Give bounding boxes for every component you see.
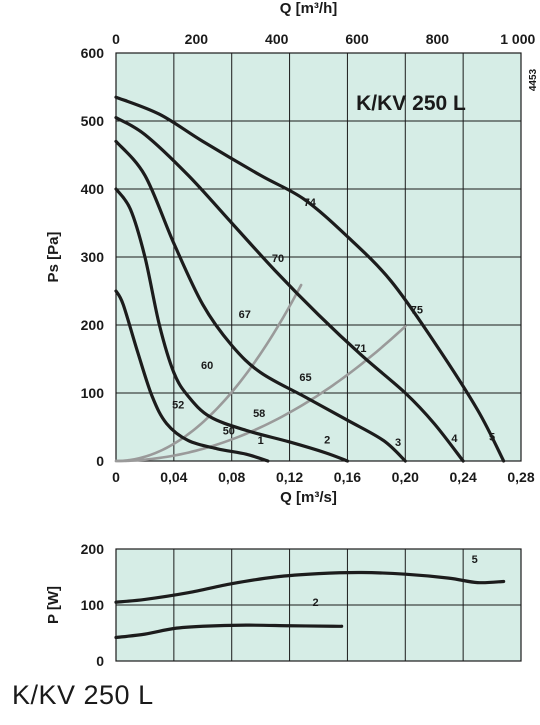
fan-curve-4	[114, 116, 465, 463]
curve-label: 50	[223, 425, 235, 437]
y-tick-label: 300	[81, 249, 105, 265]
fan-curve-2	[114, 187, 350, 463]
x-tick-label: 0,16	[334, 469, 361, 485]
curve-label: 52	[172, 400, 184, 412]
curve-label: 58	[253, 408, 265, 420]
curve-label: 70	[272, 253, 284, 265]
power-y-tick-label: 0	[96, 653, 104, 669]
x2-tick-label: 400	[265, 31, 289, 47]
power-y-tick-label: 100	[81, 597, 105, 613]
chart-title: K/KV 250 L	[356, 92, 466, 115]
y-tick-label: 200	[81, 317, 105, 333]
system-curve-75	[114, 325, 407, 463]
power-y-tick-label: 200	[81, 541, 105, 557]
footer-title: K/KV 250 L	[12, 680, 154, 710]
curve-label: 67	[239, 309, 251, 321]
y-tick-label: 600	[81, 45, 105, 61]
curve-label: 60	[201, 360, 213, 372]
curve-label: 2	[324, 434, 330, 446]
x2-tick-label: 600	[345, 31, 369, 47]
power-curve-label: 5	[472, 554, 478, 566]
x-tick-label: 0,20	[392, 469, 419, 485]
fan-curve-5	[114, 95, 506, 463]
x2-tick-label: 200	[185, 31, 209, 47]
fan-curve-3	[114, 139, 407, 463]
power-chart: 0 100 200 P [W] 5 2	[45, 541, 522, 669]
curve-label: 65	[299, 372, 311, 384]
power-curve-2	[114, 623, 344, 640]
pressure-flow-chart: 0 0,04 0,08 0,12 0,16 0,20 0,24 0,280 200 400 600 8…	[45, 0, 539, 506]
y-tick-label: 100	[81, 385, 105, 401]
curve-label: 75	[411, 304, 423, 316]
x2-tick-label: 1 000	[500, 31, 535, 47]
curve-label: 5	[489, 432, 495, 444]
curve-label: 74	[304, 197, 317, 209]
y-axis-label: Ps [Pa]	[45, 232, 62, 283]
x-tick-label: 0,08	[218, 469, 245, 485]
power-curve-label: 2	[313, 597, 319, 609]
power-y-axis-label: P [W]	[45, 586, 62, 624]
power-curve-5	[114, 570, 506, 604]
x-tick-label: 0,24	[450, 469, 477, 485]
x-tick-label: 0,28	[507, 469, 534, 485]
power-plot-frame	[115, 548, 522, 662]
y-tick-label: 400	[81, 181, 105, 197]
fan-curve-1	[114, 289, 270, 463]
x2-tick-label: 800	[426, 31, 450, 47]
x-tick-label: 0,12	[276, 469, 303, 485]
plot-frame	[115, 52, 522, 462]
x-tick-label: 0,04	[160, 469, 187, 485]
curve-label: 1	[258, 435, 264, 447]
y-tick-label: 0	[96, 453, 104, 469]
x-tick-label: 0	[112, 469, 120, 485]
y-tick-label: 500	[81, 113, 105, 129]
x2-axis-label: Q [m³/h]	[280, 0, 338, 17]
figure-code: 4453	[528, 68, 539, 91]
curve-label: 4	[451, 433, 458, 445]
x2-tick-label: 0	[112, 31, 120, 47]
curve-label: 3	[395, 437, 401, 449]
x-axis-label: Q [m³/s]	[280, 489, 337, 506]
curve-label: 71	[354, 343, 366, 355]
